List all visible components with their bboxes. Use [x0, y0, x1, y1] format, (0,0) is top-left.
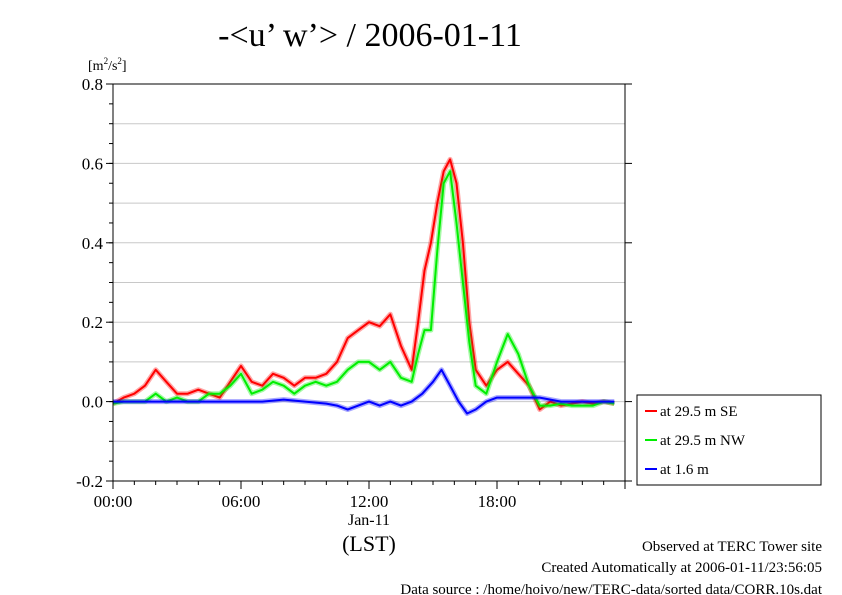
- x-tick-label: 12:00: [350, 492, 389, 511]
- x-tick-label: 06:00: [222, 492, 261, 511]
- footer-created: Created Automatically at 2006-01-11/23:5…: [541, 560, 822, 576]
- y-tick-label: 0.4: [82, 234, 104, 253]
- x-date-label: Jan-11: [348, 512, 390, 529]
- legend-box: [636, 394, 822, 486]
- x-axis-label: (LST): [342, 531, 396, 556]
- series-line-halo-2: [112, 168, 615, 409]
- legend-label: at 29.5 m SE: [660, 404, 738, 420]
- x-tick-label: 18:00: [478, 492, 517, 511]
- footer-observed: Observed at TERC Tower site: [642, 539, 822, 555]
- y-axis-label-end: ]: [122, 59, 127, 74]
- series-line-1: [112, 158, 615, 411]
- y-tick-label: -0.2: [76, 472, 103, 491]
- series-line-2: [112, 170, 615, 407]
- y-axis-label-sup2: 2: [117, 56, 122, 66]
- footer-data-source: Data source : /home/hoivo/new/TERC-data/…: [400, 582, 822, 595]
- y-tick-label: 0.0: [82, 393, 103, 412]
- x-axis-ticks: 00:00 06:00 12:00 18:00: [94, 481, 626, 511]
- y-tick-label: 0.6: [82, 154, 103, 173]
- legend: at 29.5 m SE at 29.5 m NW at 1.6 m: [636, 394, 822, 486]
- y-axis-label-base: [m: [88, 59, 104, 74]
- series-line-3: [113, 368, 615, 415]
- series-line-halo-1: [111, 156, 615, 412]
- y-axis-label-mid: /s: [108, 59, 117, 74]
- chart-title: -<u’ w’> / 2006-01-11: [218, 17, 522, 54]
- y-axis-label: [m2/s2]: [88, 56, 127, 74]
- y-tick-label: 0.2: [82, 313, 103, 332]
- x-tick-label: 00:00: [94, 492, 133, 511]
- legend-label: at 1.6 m: [660, 462, 709, 478]
- y-tick-label: 0.8: [82, 75, 103, 94]
- legend-label: at 29.5 m NW: [660, 433, 746, 449]
- y-axis-ticks: -0.2 0.0 0.2 0.4 0.6 0.8: [76, 75, 632, 491]
- y-axis-label-sup1: 2: [104, 56, 109, 66]
- series-layer: [111, 156, 615, 416]
